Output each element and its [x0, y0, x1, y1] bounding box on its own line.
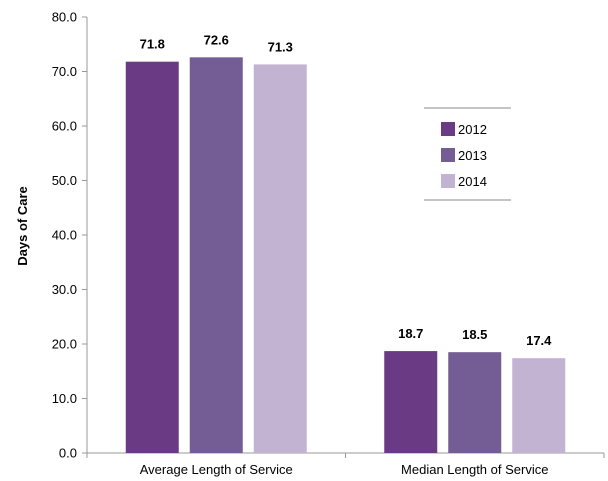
x-tick-label: Median Length of Service: [401, 462, 548, 477]
legend-label-2013: 2013: [458, 148, 487, 163]
y-axis: 0.0 10.0 20.0 30.0 40.0 50.0 60.0 70.0 80.0: [52, 10, 88, 461]
bar-2012-median: [384, 351, 438, 453]
y-tick-label: 20.0: [52, 337, 77, 352]
data-label: 18.7: [398, 326, 423, 341]
bars: [125, 57, 566, 454]
bar-2014-average: [253, 64, 307, 453]
y-tick-label: 40.0: [52, 228, 77, 243]
y-tick-label: 50.0: [52, 173, 77, 188]
legend-swatch-2014: [441, 174, 455, 188]
bar-2012-average: [125, 61, 179, 453]
x-tick-label: Average Length of Service: [140, 462, 293, 477]
data-label: 71.8: [140, 37, 165, 52]
legend-swatch-2013: [441, 148, 455, 162]
y-tick-label: 10.0: [52, 391, 77, 406]
y-tick-label: 80.0: [52, 10, 77, 25]
y-tick-label: 0.0: [59, 446, 77, 461]
legend-swatch-2012: [441, 122, 455, 136]
y-tick-label: 70.0: [52, 64, 77, 79]
legend-label-2014: 2014: [458, 174, 487, 189]
legend-label-2012: 2012: [458, 122, 487, 137]
bar-2013-median: [448, 352, 502, 453]
y-tick-label: 60.0: [52, 119, 77, 134]
bar-2014-median: [512, 358, 566, 453]
data-label: 71.3: [268, 39, 293, 54]
bar-2013-average: [189, 57, 243, 454]
data-labels: 71.8 72.6 71.3 18.7 18.5 17.4: [140, 32, 553, 348]
data-label: 17.4: [526, 333, 552, 348]
y-tick-label: 30.0: [52, 282, 77, 297]
x-axis: Average Length of Service Median Length o…: [86, 452, 605, 477]
legend: 2012 2013 2014: [424, 107, 511, 201]
y-axis-title: Days of Care: [15, 186, 30, 265]
data-label: 72.6: [204, 32, 229, 47]
data-label: 18.5: [462, 327, 487, 342]
